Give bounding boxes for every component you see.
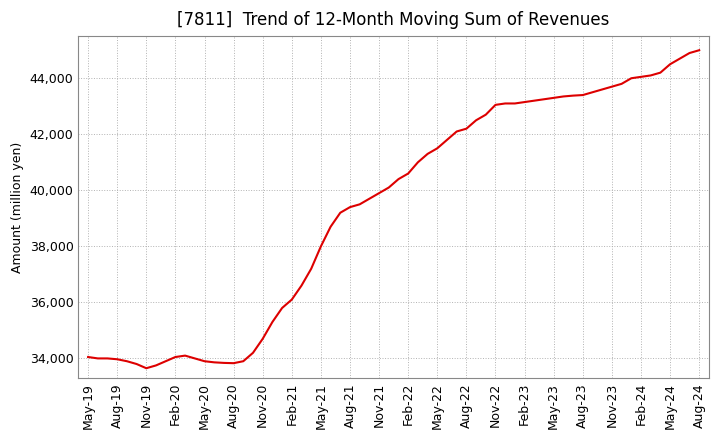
Y-axis label: Amount (million yen): Amount (million yen) bbox=[11, 142, 24, 273]
Title: [7811]  Trend of 12-Month Moving Sum of Revenues: [7811] Trend of 12-Month Moving Sum of R… bbox=[177, 11, 610, 29]
